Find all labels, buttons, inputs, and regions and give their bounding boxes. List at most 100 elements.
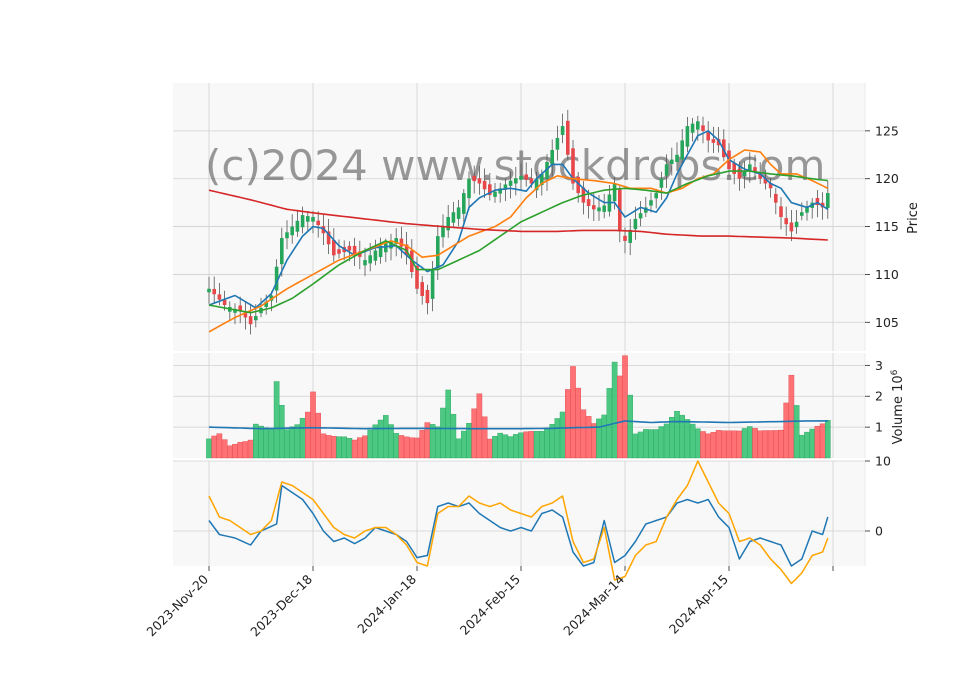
candle-body (269, 295, 274, 301)
price-tick-label: 115 (875, 219, 899, 234)
candle-body (451, 212, 456, 223)
candle-body (529, 178, 534, 184)
volume-bar (289, 426, 296, 459)
candle-body (675, 154, 679, 162)
candle-body (477, 178, 482, 184)
candle-body (659, 178, 664, 188)
volume-bar (601, 414, 607, 459)
volume-bar (783, 402, 789, 459)
candle-body (430, 269, 435, 299)
volume-bar (549, 424, 555, 459)
moving-average-mid-line (208, 149, 829, 333)
volume-bar (591, 423, 597, 459)
volume-bar (445, 389, 452, 459)
volume-bar (299, 418, 306, 459)
candle-body (300, 215, 305, 228)
candle-body (212, 288, 216, 295)
candle-body (321, 226, 326, 234)
candle-body (368, 255, 372, 264)
volume-tick-label: 1 (875, 420, 883, 435)
volume-bar (799, 434, 805, 459)
candle-body (488, 184, 492, 195)
volume-bar (476, 393, 483, 459)
candle-body (436, 236, 440, 268)
candle-body (482, 180, 487, 190)
volume-bar (632, 433, 639, 459)
candle-body (768, 183, 773, 189)
candle-body (207, 288, 211, 293)
price-tick-label: 125 (875, 123, 899, 138)
volume-bar (341, 436, 348, 459)
candle-body (295, 220, 300, 232)
volume-bar (294, 424, 301, 459)
volume-bar (346, 438, 353, 459)
volume-bar (393, 433, 400, 459)
candle-body (446, 217, 450, 231)
candle-body (680, 140, 684, 160)
volume-bar (357, 437, 363, 459)
volume-bar (804, 431, 810, 459)
volume-bar (279, 405, 285, 459)
candle-body (649, 200, 653, 206)
candle-body (519, 175, 523, 180)
indicator-tick-label: 0 (875, 524, 883, 539)
candle-body (441, 226, 445, 238)
volume-bar (669, 417, 675, 459)
candle-body (332, 239, 336, 256)
candle-body (472, 175, 476, 182)
candle-body (779, 206, 783, 217)
candle-body (540, 173, 544, 185)
volume-bar (596, 418, 602, 459)
candle-body (696, 121, 700, 130)
candle-body (285, 232, 289, 239)
candle-body (690, 123, 695, 133)
volume-tick-label: 3 (875, 358, 883, 373)
volume-bar (580, 409, 587, 459)
volume-bar (284, 429, 290, 459)
volume-bar (372, 424, 379, 459)
volume-bar (757, 430, 763, 459)
candle-body (363, 260, 367, 266)
volume-bar (211, 435, 218, 459)
candle-body (467, 178, 471, 199)
volume-bar (695, 428, 701, 459)
volume-bar (226, 445, 233, 459)
volume-bar (507, 436, 514, 459)
volume-bar (492, 435, 498, 459)
candle-body (592, 205, 596, 210)
candle-body (415, 265, 419, 289)
candle-body (716, 138, 721, 146)
price-tick-label: 110 (875, 267, 899, 282)
candle-body (748, 164, 752, 172)
candle-body (238, 305, 242, 311)
candle-body (742, 171, 747, 177)
candle-body (373, 250, 378, 261)
x-tick-label: 2023-Dec-18 (247, 571, 315, 639)
volume-bar (258, 425, 264, 459)
candle-body (644, 207, 648, 213)
volume-bar (570, 366, 576, 459)
candle-body (233, 308, 237, 313)
candle-body (670, 159, 674, 164)
candle-body (514, 178, 518, 184)
x-tick-label: 2023-Nov-20 (143, 571, 211, 639)
candle-body (347, 245, 352, 251)
volume-bar (247, 439, 254, 459)
price-panel-bg (173, 83, 865, 351)
candle-body (706, 132, 710, 141)
volume-bar (419, 430, 426, 459)
volume-bar (559, 411, 566, 459)
indicator-line-orange (208, 460, 829, 585)
volume-bar (653, 429, 659, 459)
candle-body (420, 282, 424, 296)
candle-body (815, 197, 820, 206)
candle-body (597, 207, 601, 212)
volume-bar (435, 426, 441, 459)
volume-bar (752, 428, 758, 459)
candle-body (264, 301, 268, 307)
candle-body (352, 245, 357, 254)
volume-bar (585, 416, 592, 459)
candle-body (550, 150, 554, 165)
volume-bar (497, 432, 504, 459)
